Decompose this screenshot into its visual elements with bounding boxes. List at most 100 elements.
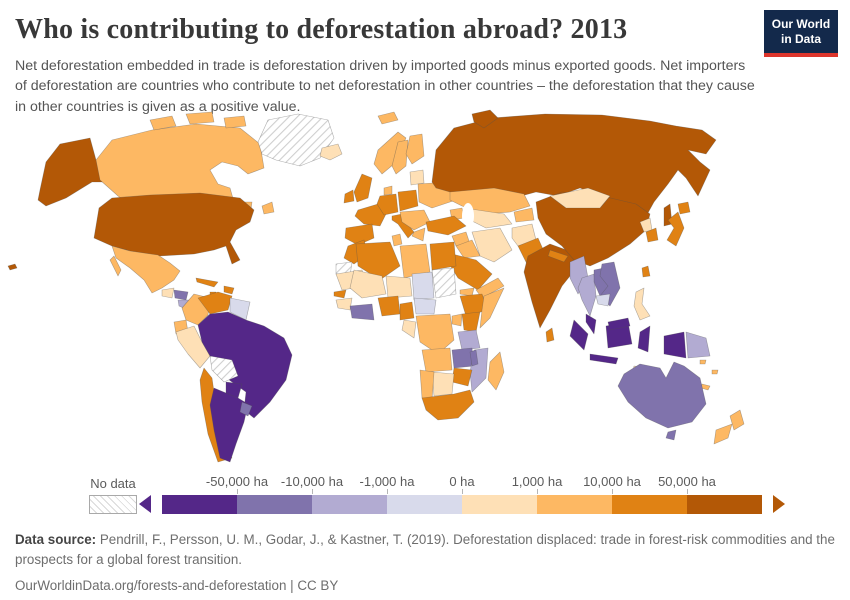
country-cote-divoire-ghana[interactable] — [349, 303, 375, 321]
country-south-africa[interactable] — [421, 389, 475, 421]
country-canada-arctic-3[interactable] — [223, 115, 247, 129]
country-svalbard[interactable] — [377, 111, 399, 125]
legend-no-data-swatch[interactable] — [89, 495, 137, 514]
legend-segment-8[interactable] — [687, 495, 762, 514]
country-denmark[interactable] — [383, 185, 393, 196]
country-sri-lanka[interactable] — [545, 327, 555, 343]
country-uruguay[interactable] — [239, 401, 253, 417]
world-choropleth-map — [0, 108, 850, 474]
legend-segment-2[interactable] — [237, 495, 312, 514]
legend-segment-6[interactable] — [537, 495, 612, 514]
country-spain-portugal[interactable] — [344, 223, 375, 246]
country-papua-new-guinea[interactable] — [685, 331, 711, 359]
legend-segment-1[interactable] — [162, 495, 237, 514]
country-mexico[interactable] — [111, 245, 181, 294]
owid-logo[interactable]: Our World in Data — [764, 10, 838, 57]
country-india[interactable] — [523, 243, 579, 329]
country-niger[interactable] — [385, 275, 413, 299]
country-madagascar[interactable] — [487, 351, 505, 391]
country-malaysia-borneo[interactable] — [607, 317, 631, 331]
country-usa-mainland[interactable] — [93, 192, 255, 265]
country-iran[interactable] — [471, 227, 513, 263]
country-tanzania[interactable] — [457, 329, 481, 351]
country-japan-honshu[interactable] — [666, 211, 685, 247]
license-link-line[interactable]: OurWorldinData.org/forests-and-deforesta… — [15, 578, 339, 594]
country-indonesia-java[interactable] — [589, 353, 619, 365]
country-guinea[interactable] — [335, 297, 353, 311]
country-canada-newfoundland[interactable] — [261, 201, 275, 215]
country-fiji[interactable] — [711, 369, 719, 375]
country-guatemala[interactable] — [161, 287, 175, 299]
country-canada-arctic-2[interactable] — [185, 111, 215, 125]
country-senegal[interactable] — [333, 289, 347, 299]
country-indonesia-sulawesi[interactable] — [637, 325, 651, 353]
country-bolivia[interactable] — [209, 355, 239, 383]
country-central-african-republic[interactable] — [413, 297, 437, 315]
country-japan-hokkaido[interactable] — [677, 201, 691, 215]
country-greenland[interactable] — [257, 113, 335, 167]
country-cambodia[interactable] — [595, 293, 611, 307]
map-legend: No data -50,000 ha -10,000 ha -1,000 ha … — [0, 474, 850, 518]
country-nepal[interactable] — [547, 249, 569, 263]
country-chad[interactable] — [411, 271, 435, 301]
legend-segment-4[interactable] — [387, 495, 462, 514]
country-zimbabwe[interactable] — [451, 367, 473, 387]
legend-segment-3[interactable] — [312, 495, 387, 514]
country-drc[interactable] — [415, 313, 455, 355]
country-uk[interactable] — [353, 173, 373, 203]
country-ireland[interactable] — [343, 189, 355, 204]
page-title: Who is contributing to deforestation abr… — [15, 14, 628, 45]
country-russia-novaya-zemlya[interactable] — [471, 109, 499, 129]
country-usa-hawaii[interactable] — [7, 263, 18, 271]
country-greece[interactable] — [411, 227, 426, 242]
country-nigeria[interactable] — [377, 295, 401, 317]
country-turkey[interactable] — [425, 215, 467, 236]
country-philippines[interactable] — [633, 287, 651, 321]
country-new-zealand-north[interactable] — [729, 409, 745, 431]
country-mali[interactable] — [349, 269, 387, 299]
country-malaysia-peninsula[interactable] — [585, 313, 597, 335]
country-botswana[interactable] — [431, 371, 455, 397]
country-canada-arctic-1[interactable] — [149, 115, 177, 131]
country-argentina[interactable] — [209, 387, 249, 463]
legend-segment-7[interactable] — [612, 495, 687, 514]
country-taiwan[interactable] — [641, 265, 651, 278]
legend-segment-5[interactable] — [462, 495, 537, 514]
country-tunisia[interactable] — [391, 233, 403, 247]
country-finland[interactable] — [405, 133, 425, 165]
country-sudan[interactable] — [431, 267, 457, 299]
country-malawi[interactable] — [469, 349, 479, 367]
country-honduras[interactable] — [173, 289, 189, 301]
country-australia-tasmania[interactable] — [665, 429, 677, 441]
country-mexico-baja[interactable] — [109, 255, 122, 277]
country-mongolia[interactable] — [549, 187, 611, 209]
country-balkans[interactable] — [399, 209, 431, 231]
country-uganda[interactable] — [451, 313, 463, 327]
country-cameroon[interactable] — [399, 301, 415, 321]
country-new-zealand-south[interactable] — [713, 423, 733, 445]
country-libya[interactable] — [399, 243, 431, 279]
caspian-sea — [462, 203, 474, 229]
country-somalia[interactable] — [479, 287, 505, 329]
country-south-korea[interactable] — [645, 227, 659, 243]
country-egypt[interactable] — [429, 241, 457, 271]
country-gabon-congo[interactable] — [401, 319, 417, 339]
country-iraq[interactable] — [455, 239, 481, 259]
country-hispaniola[interactable] — [223, 285, 235, 295]
country-germany-central-europe[interactable] — [376, 193, 399, 216]
country-baltics[interactable] — [409, 169, 425, 186]
country-sweden[interactable] — [391, 139, 409, 175]
country-kenya[interactable] — [461, 311, 481, 333]
country-namibia[interactable] — [419, 369, 435, 401]
country-cuba[interactable] — [195, 277, 219, 288]
country-peru[interactable] — [175, 325, 211, 369]
country-angola[interactable] — [421, 347, 453, 373]
country-iceland[interactable] — [319, 143, 343, 161]
country-indonesia-sumatra[interactable] — [569, 319, 589, 351]
country-algeria[interactable] — [355, 241, 401, 281]
country-kyrgyzstan-tajikistan[interactable] — [513, 207, 535, 223]
country-australia[interactable] — [617, 361, 707, 429]
country-solomon-islands[interactable] — [699, 359, 707, 365]
country-indonesia-papua[interactable] — [663, 331, 687, 359]
country-poland[interactable] — [397, 189, 419, 212]
